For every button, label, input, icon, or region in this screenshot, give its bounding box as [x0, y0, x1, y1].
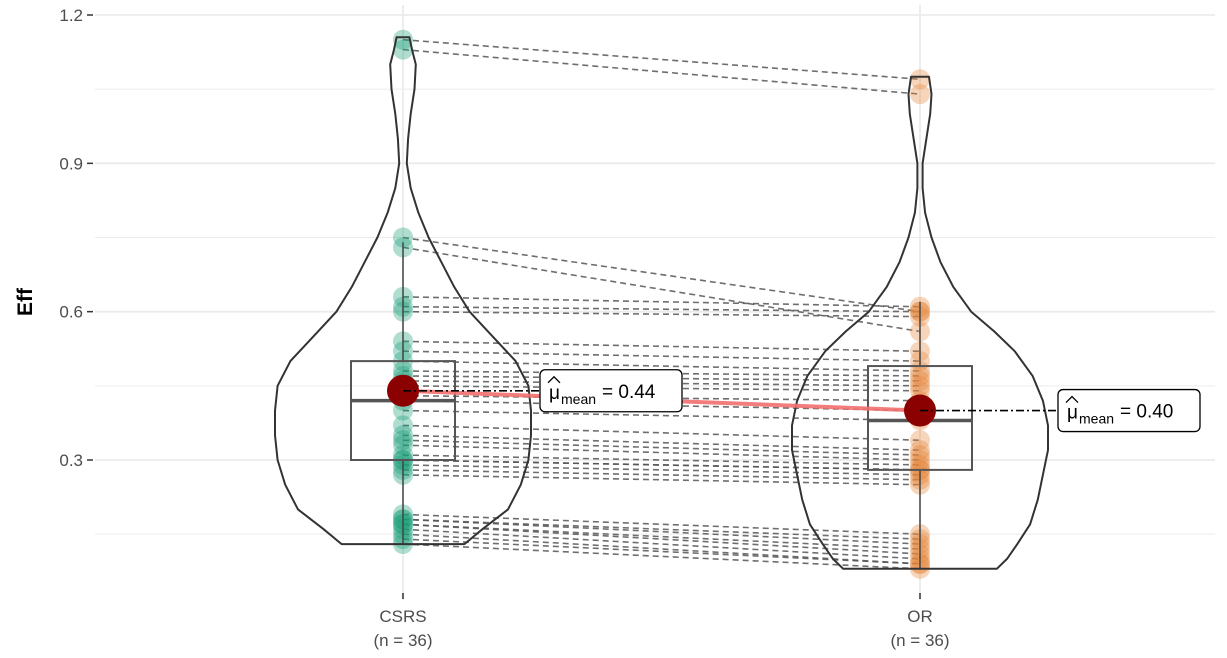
point-or — [910, 69, 930, 90]
box — [350, 360, 456, 461]
paired-line — [402, 246, 921, 333]
point-or — [910, 84, 930, 105]
point-csrs — [393, 415, 413, 436]
paired-line — [402, 474, 921, 486]
point-or — [910, 440, 930, 461]
grid — [95, 5, 1215, 600]
paired-line — [402, 459, 921, 471]
point-csrs — [393, 425, 413, 446]
mean-value: = 0.40 — [1120, 402, 1173, 423]
y-axis-title: Eff — [14, 287, 37, 316]
y-tick-label: 0.6 — [59, 303, 83, 322]
y-tick-label: 0.9 — [59, 154, 83, 173]
paired-line — [402, 464, 921, 476]
paired-lines — [402, 38, 921, 570]
hat-icon — [1065, 395, 1079, 404]
paired-line — [402, 518, 921, 545]
paired-line — [402, 385, 921, 392]
paired-line — [402, 459, 921, 471]
box — [867, 365, 973, 471]
x-axis: CSRS (n = 36) OR (n = 36) — [373, 593, 950, 650]
x-tick-sample-size: (n = 36) — [890, 631, 949, 650]
point-or — [910, 450, 930, 470]
x-tick-label: OR — [907, 607, 933, 626]
paired-line — [402, 434, 921, 451]
point-or — [910, 375, 930, 396]
x-tick-label: CSRS — [379, 607, 426, 626]
point-csrs — [393, 435, 413, 456]
paired-line — [402, 360, 921, 372]
y-tick-label: 0.3 — [59, 451, 83, 470]
label-box — [539, 369, 683, 413]
label-box — [1057, 388, 1201, 433]
mean-symbol: μ — [549, 383, 560, 404]
paired-line — [402, 528, 921, 560]
paired-line — [402, 236, 921, 313]
violins — [274, 36, 1049, 570]
paired-line — [402, 513, 921, 535]
point-csrs — [393, 29, 413, 50]
mean-value: = 0.44 — [602, 382, 656, 403]
paired-line — [402, 469, 921, 481]
paired-line — [402, 340, 921, 353]
point-csrs — [393, 227, 413, 248]
paired-line — [402, 38, 921, 81]
paired-line — [402, 48, 921, 95]
paired-line — [402, 394, 921, 402]
point-csrs — [393, 430, 413, 451]
point-or — [910, 445, 930, 466]
mean-annotations: μ mean = 0.44μ mean = 0.40 — [403, 369, 1201, 433]
paired-line — [402, 523, 921, 550]
paired-line — [402, 380, 921, 387]
hat-icon — [547, 375, 561, 384]
point-or — [910, 430, 930, 451]
mean-subscript: mean — [1079, 411, 1114, 427]
violin-or — [791, 75, 1049, 570]
paired-line — [402, 296, 921, 308]
paired-line — [402, 518, 921, 540]
paired-line — [402, 310, 921, 318]
mean-label: μ mean = 0.40 — [1057, 388, 1201, 433]
paired-line — [402, 424, 921, 442]
point-or — [910, 365, 930, 386]
paired-line — [402, 454, 921, 466]
y-axis: 0.3 0.6 0.9 1.2 — [59, 6, 93, 470]
paired-line — [402, 523, 921, 555]
y-tick-label: 1.2 — [59, 6, 83, 25]
paired-line — [402, 375, 921, 382]
mean-subscript: mean — [561, 391, 596, 407]
paired-line — [402, 370, 921, 377]
mean-label: μ mean = 0.44 — [539, 369, 683, 413]
violin-csrs — [274, 36, 532, 546]
paired-line — [402, 305, 921, 313]
paired-line — [402, 543, 921, 570]
paired-line — [402, 439, 921, 456]
point-csrs — [393, 39, 413, 60]
x-tick-sample-size: (n = 36) — [373, 631, 432, 650]
paired-line — [402, 409, 921, 422]
data-points — [393, 29, 930, 579]
mean-symbol: μ — [1067, 403, 1078, 424]
point-or — [910, 370, 930, 391]
paired-line — [402, 444, 921, 461]
paired-line — [402, 350, 921, 362]
